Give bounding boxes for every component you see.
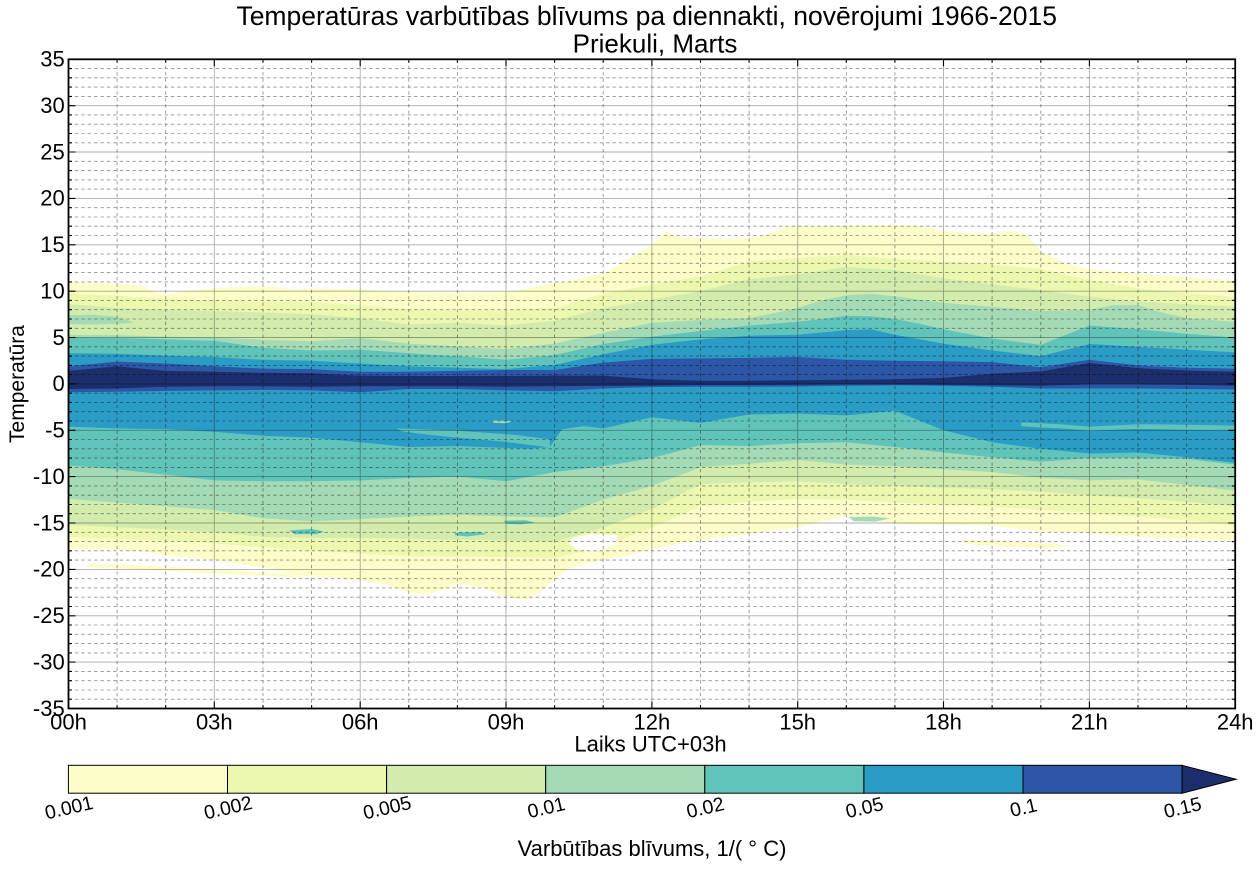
svg-text:-35: -35 [33,696,65,721]
svg-text:0: 0 [52,371,64,396]
svg-text:15h: 15h [779,710,816,735]
svg-text:-30: -30 [33,649,65,674]
svg-text:18h: 18h [925,710,962,735]
svg-text:Laiks UTC+03h: Laiks UTC+03h [574,732,726,757]
svg-text:-15: -15 [33,510,65,535]
svg-text:00h: 00h [50,710,87,735]
svg-text:-20: -20 [33,557,65,582]
svg-text:-25: -25 [33,603,65,628]
svg-text:30: 30 [40,93,64,118]
svg-text:-5: -5 [45,418,65,443]
svg-text:Varbūtības blīvums, 1/( ° C): Varbūtības blīvums, 1/( ° C) [518,836,787,861]
svg-text:06h: 06h [342,710,379,735]
svg-text:09h: 09h [488,710,525,735]
svg-text:35: 35 [40,47,64,72]
svg-text:24h: 24h [1217,710,1254,735]
svg-text:10: 10 [40,279,64,304]
svg-text:Temperatūras varbūtības blīvum: Temperatūras varbūtības blīvums pa dienn… [236,1,1057,31]
svg-text:-10: -10 [33,464,65,489]
svg-text:Temperatūra: Temperatūra [6,325,29,443]
svg-text:Priekuli, Marts: Priekuli, Marts [573,29,738,59]
svg-text:12h: 12h [634,710,671,735]
svg-text:25: 25 [40,139,64,164]
svg-text:21h: 21h [1071,710,1108,735]
svg-text:20: 20 [40,186,64,211]
svg-text:15: 15 [40,232,64,257]
svg-text:03h: 03h [196,710,233,735]
svg-text:5: 5 [52,325,64,350]
